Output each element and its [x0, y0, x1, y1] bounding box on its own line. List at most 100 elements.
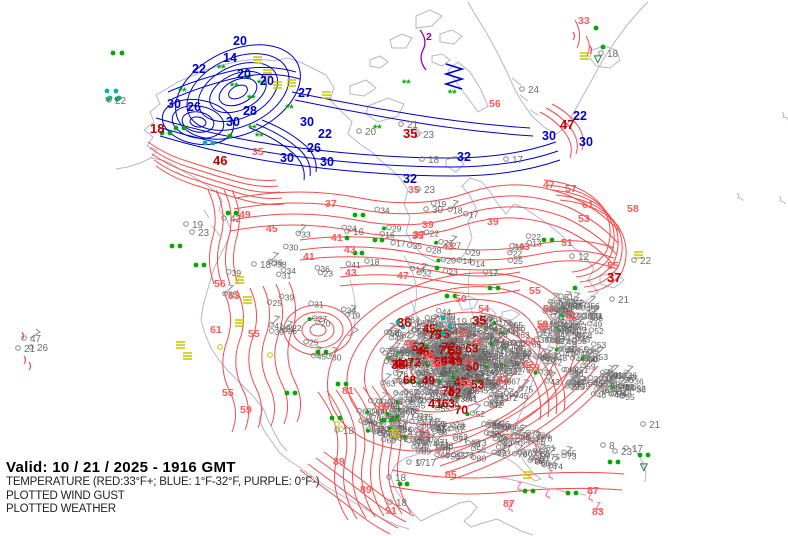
svg-text:49: 49 — [593, 319, 603, 329]
svg-text:56: 56 — [590, 301, 600, 311]
svg-text:35: 35 — [583, 311, 593, 321]
station-plot — [507, 257, 514, 263]
station-plot — [461, 330, 468, 336]
snow-symbol: ** — [217, 63, 226, 75]
station-plot — [502, 394, 509, 401]
svg-text:72: 72 — [467, 390, 477, 400]
station-plot — [386, 224, 392, 231]
svg-text:63: 63 — [421, 430, 431, 440]
green-weather-dot — [359, 250, 365, 256]
svg-text:39: 39 — [450, 401, 460, 411]
teal-weather-dot — [104, 88, 110, 94]
svg-text:17: 17 — [469, 210, 479, 220]
station-plot — [526, 239, 533, 246]
station-plot — [495, 449, 502, 456]
svg-text:71: 71 — [419, 411, 429, 421]
svg-text:57: 57 — [492, 379, 502, 389]
svg-text:50: 50 — [560, 331, 570, 341]
station-plot — [435, 348, 442, 354]
svg-text:31: 31 — [282, 270, 292, 280]
station-plot — [428, 342, 435, 348]
svg-text:54: 54 — [447, 315, 457, 325]
wind-barb-icon — [580, 52, 589, 60]
svg-text:70: 70 — [488, 368, 498, 378]
svg-text:74: 74 — [374, 397, 384, 407]
svg-text:14: 14 — [475, 259, 485, 269]
station-plot — [480, 376, 487, 383]
green-weather-dot — [177, 243, 183, 249]
svg-text:57: 57 — [488, 381, 498, 391]
svg-text:50: 50 — [481, 349, 491, 359]
svg-text:67: 67 — [412, 361, 422, 371]
shower-triangle-symbol: ▽ — [593, 54, 602, 65]
svg-text:19: 19 — [590, 312, 602, 323]
station-plot — [397, 427, 403, 434]
svg-text:42: 42 — [493, 400, 503, 410]
svg-text:62: 62 — [427, 378, 437, 388]
svg-text:45: 45 — [471, 337, 483, 348]
station-plot — [364, 258, 370, 264]
green-weather-dot — [169, 243, 175, 249]
svg-text:60: 60 — [498, 435, 508, 445]
svg-text:18: 18 — [396, 498, 408, 509]
svg-text:43: 43 — [345, 267, 357, 279]
svg-text:60: 60 — [473, 353, 483, 363]
svg-text:54: 54 — [625, 382, 635, 392]
wind-barb-icon — [235, 319, 244, 327]
svg-text:63: 63 — [427, 336, 437, 346]
svg-text:75: 75 — [449, 395, 459, 405]
svg-text:39: 39 — [566, 296, 576, 306]
station-plot — [454, 360, 460, 367]
station-plot — [550, 313, 557, 319]
svg-text:38: 38 — [500, 339, 510, 349]
svg-text:39: 39 — [577, 325, 587, 335]
svg-text:75: 75 — [424, 412, 434, 422]
station-plot — [382, 350, 388, 356]
svg-text:43: 43 — [498, 374, 508, 384]
station-plot — [513, 392, 519, 398]
station-plot — [266, 299, 273, 305]
station-plot — [450, 451, 457, 458]
station-plot — [511, 340, 518, 346]
station-plot — [454, 354, 461, 361]
svg-text:41: 41 — [351, 260, 361, 270]
station-plot — [280, 267, 287, 273]
svg-text:58: 58 — [447, 369, 457, 379]
svg-text:58: 58 — [565, 345, 575, 355]
svg-text:50: 50 — [455, 293, 467, 305]
station-plot — [442, 268, 449, 274]
station-plot — [356, 407, 362, 414]
svg-text:55: 55 — [472, 372, 482, 382]
svg-text:60: 60 — [466, 323, 476, 333]
svg-text:76: 76 — [497, 431, 507, 441]
station-plot — [424, 314, 431, 321]
station-plot — [551, 354, 558, 360]
svg-text:65: 65 — [510, 437, 520, 447]
svg-text:80: 80 — [432, 396, 442, 406]
svg-text:48: 48 — [622, 388, 632, 398]
svg-text:74: 74 — [403, 395, 413, 405]
svg-text:16: 16 — [353, 227, 365, 238]
station-plot — [413, 347, 419, 353]
svg-text:78: 78 — [410, 406, 420, 416]
station-plot — [417, 415, 423, 422]
svg-text:70: 70 — [521, 365, 531, 375]
svg-text:59: 59 — [484, 314, 494, 324]
svg-text:40: 40 — [434, 319, 444, 329]
svg-text:42: 42 — [472, 323, 482, 333]
svg-text:44: 44 — [457, 366, 467, 376]
svg-text:59: 59 — [240, 404, 252, 416]
svg-text:60: 60 — [406, 406, 416, 416]
svg-text:68: 68 — [474, 336, 484, 346]
svg-text:50: 50 — [572, 330, 582, 340]
svg-text:46: 46 — [416, 345, 430, 359]
green-weather-dot — [227, 133, 233, 139]
svg-text:35: 35 — [228, 290, 238, 300]
svg-text:55: 55 — [561, 300, 571, 310]
svg-text:43: 43 — [627, 373, 637, 383]
svg-text:59: 59 — [487, 420, 497, 430]
station-plot — [283, 243, 289, 250]
station-plot — [563, 366, 570, 373]
svg-text:77: 77 — [423, 414, 433, 424]
svg-text:25: 25 — [309, 338, 319, 348]
